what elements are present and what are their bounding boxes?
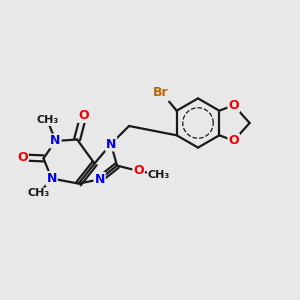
Text: Br: Br xyxy=(153,85,169,99)
Text: O: O xyxy=(133,164,144,178)
Text: N: N xyxy=(94,173,105,186)
Text: O: O xyxy=(228,134,239,147)
Text: N: N xyxy=(46,172,57,185)
Text: N: N xyxy=(50,134,61,148)
Text: CH₃: CH₃ xyxy=(28,188,50,199)
Text: CH₃: CH₃ xyxy=(36,115,58,125)
Text: O: O xyxy=(17,151,28,164)
Text: N: N xyxy=(106,137,116,151)
Text: O: O xyxy=(228,99,239,112)
Text: CH₃: CH₃ xyxy=(148,169,170,180)
Text: O: O xyxy=(78,109,89,122)
